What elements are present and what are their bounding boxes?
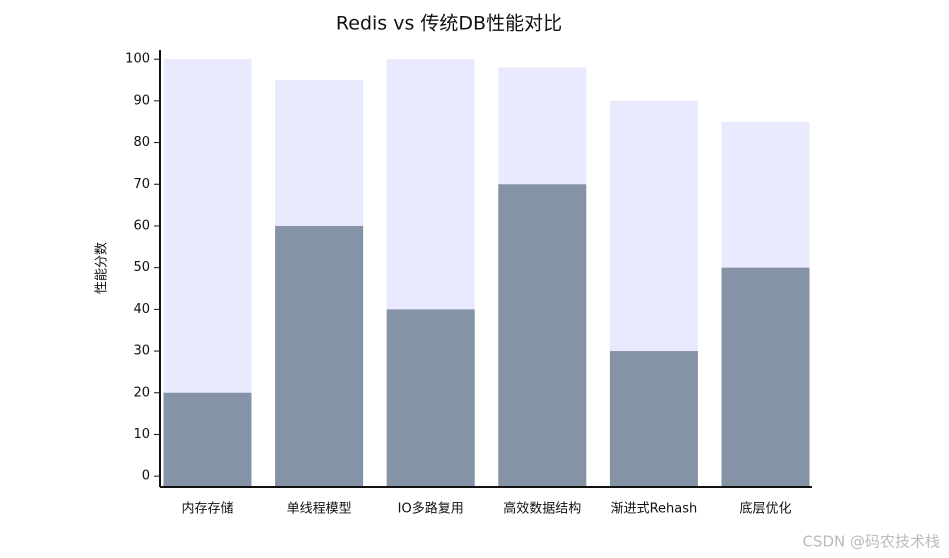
y-tick-label: 20 bbox=[133, 385, 150, 400]
chart-title: Redis vs 传统DB性能对比 bbox=[336, 13, 562, 35]
x-tick-label: 单线程模型 bbox=[287, 502, 352, 517]
y-tick-label: 40 bbox=[133, 302, 150, 317]
x-tick-label: 内存存储 bbox=[181, 501, 233, 517]
y-tick-label: 10 bbox=[133, 427, 150, 442]
watermark: CSDN @码农技术栈 bbox=[802, 533, 940, 551]
y-axis-label: 性能分数 bbox=[95, 242, 110, 294]
bar bbox=[163, 392, 252, 487]
bar bbox=[721, 267, 810, 487]
y-tick-label: 100 bbox=[125, 52, 150, 67]
bar bbox=[498, 184, 587, 487]
x-tick-label: 底层优化 bbox=[739, 501, 791, 517]
y-tick-label: 50 bbox=[133, 260, 150, 275]
y-tick-label: 70 bbox=[133, 177, 150, 192]
x-tick-label: 高效数据结构 bbox=[503, 501, 581, 517]
bar bbox=[275, 225, 364, 487]
y-tick-label: 60 bbox=[133, 218, 150, 233]
y-tick-label: 80 bbox=[133, 135, 150, 150]
x-tick-label: IO多路复用 bbox=[398, 501, 464, 517]
y-tick-label: 30 bbox=[133, 344, 150, 359]
y-tick-label: 90 bbox=[133, 93, 150, 108]
bar bbox=[386, 309, 475, 487]
bar bbox=[609, 351, 698, 487]
x-tick-label: 渐进式Rehash bbox=[611, 502, 698, 517]
y-tick-label: 0 bbox=[142, 469, 150, 484]
